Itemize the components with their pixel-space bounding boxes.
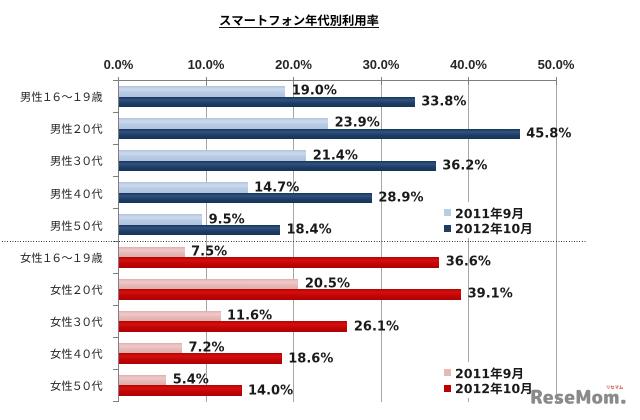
y-axis-tick — [113, 336, 119, 338]
category-label — [50, 316, 103, 327]
bar-female-2012年10月 — [119, 289, 462, 300]
bar-female-2011年9月 — [119, 342, 182, 354]
value-label: 14.0% — [248, 383, 294, 399]
value-label: 5.4% — [172, 372, 209, 388]
legend-swatch — [443, 369, 451, 377]
value-label: 9.5% — [208, 212, 245, 228]
watermark-logo-text — [531, 389, 626, 405]
legend-label — [455, 207, 522, 220]
male-female-separator — [2, 240, 587, 242]
category-label — [20, 91, 103, 103]
y-axis-tick — [113, 112, 119, 114]
value-label: 7.2% — [188, 340, 225, 356]
value-label: 20.5% — [304, 276, 350, 292]
y-axis-tick — [113, 368, 119, 370]
value-label: 18.4% — [286, 222, 332, 238]
y-axis-tick — [113, 144, 119, 146]
x-tick-label: 40.0% — [450, 57, 487, 72]
x-tick-label: 20.0% — [275, 57, 312, 72]
bar-female-2011年9月 — [119, 374, 167, 386]
value-label: 18.6% — [288, 351, 334, 367]
y-axis-tick — [113, 401, 119, 402]
value-label: 39.1% — [467, 286, 513, 302]
value-label: 45.8% — [526, 126, 572, 142]
legend-label — [455, 222, 531, 235]
category-label — [50, 123, 103, 135]
category-label — [50, 380, 103, 392]
bar-female-2012年10月 — [119, 353, 282, 364]
bar-female-2011年9月 — [119, 278, 299, 290]
bar-female-2012年10月 — [119, 257, 440, 268]
bar-male-2011年9月 — [119, 150, 307, 161]
value-label: 26.1% — [353, 319, 399, 334]
value-label: 21.4% — [312, 148, 358, 163]
y-axis-tick — [113, 176, 119, 178]
value-label: 11.6% — [227, 308, 273, 324]
legend-swatch — [443, 209, 451, 217]
bar-male-2011年9月 — [119, 214, 203, 225]
y-axis-tick — [113, 304, 119, 306]
value-label: 7.5% — [191, 244, 228, 260]
value-label: 33.8% — [421, 94, 467, 110]
y-axis-tick — [113, 208, 119, 210]
bar-female-2011年9月 — [119, 310, 221, 322]
bar-female-2011年9月 — [119, 246, 185, 258]
legend-swatch — [443, 224, 451, 232]
legend-label — [455, 382, 531, 395]
category-label — [50, 188, 103, 199]
category-label — [50, 348, 103, 359]
category-label — [50, 220, 103, 231]
y-axis-tick — [113, 272, 119, 274]
bar-male-2011年9月 — [119, 118, 329, 129]
chart-title-underline — [219, 26, 379, 28]
bar-male-2011年9月 — [119, 86, 286, 97]
x-tick-label: 30.0% — [362, 57, 400, 72]
value-label: 28.9% — [378, 190, 424, 206]
watermark-logo-tag — [606, 385, 623, 390]
bar-male-2012年10月 — [119, 160, 436, 172]
value-label: 36.2% — [442, 158, 488, 174]
bar-male-2012年10月 — [119, 96, 415, 108]
value-label: 19.0% — [291, 83, 337, 99]
category-label — [50, 284, 103, 295]
x-tick-label: 50.0% — [537, 57, 575, 72]
bar-male-2012年10月 — [119, 192, 372, 204]
x-axis-line — [118, 80, 557, 81]
legend-swatch — [443, 384, 451, 392]
x-tick-label: 0.0% — [103, 57, 134, 72]
bar-male-2011年9月 — [119, 182, 248, 193]
value-label: 14.7% — [254, 180, 300, 196]
bar-female-2012年10月 — [119, 321, 348, 332]
category-label — [20, 252, 103, 263]
bar-male-2012年10月 — [119, 224, 280, 236]
legend-label — [455, 367, 522, 380]
category-label — [50, 155, 103, 167]
bar-male-2012年10月 — [119, 128, 520, 140]
value-label: 23.9% — [334, 115, 380, 131]
bar-female-2012年10月 — [119, 385, 242, 396]
value-label: 36.6% — [445, 254, 491, 270]
x-tick-label: 10.0% — [187, 57, 225, 72]
y-axis-tick — [113, 80, 119, 81]
chart-title-text — [219, 14, 379, 26]
